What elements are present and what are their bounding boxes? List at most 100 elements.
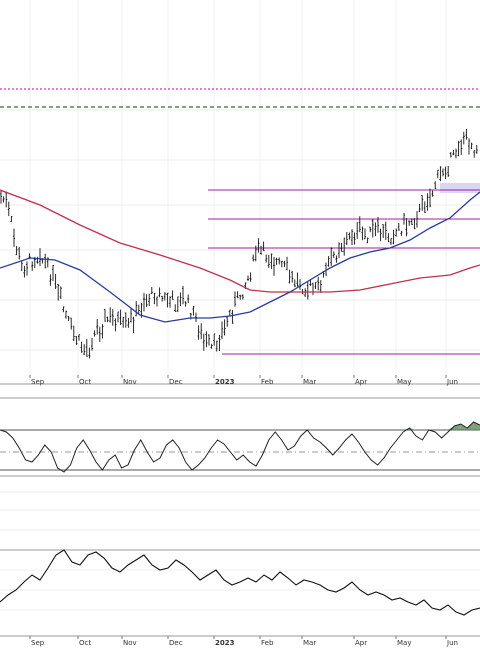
ohlc-bar [174, 304, 177, 312]
ohlc-bar [213, 333, 216, 346]
ohlc-bar [168, 296, 172, 308]
ohlc-bar [330, 247, 333, 266]
ohlc-bar [70, 317, 73, 330]
ohlc-bar [25, 261, 29, 276]
ohlc-bar [454, 148, 458, 159]
ohlc-bar [72, 325, 75, 341]
x-tick-label: May [397, 378, 411, 386]
ohlc-bar [181, 285, 185, 305]
ohlc-bar [241, 294, 244, 300]
ohlc-bar [233, 291, 237, 307]
ohlc-bar [418, 203, 421, 213]
ohlc-bar [452, 149, 455, 156]
ohlc-bar [384, 221, 387, 241]
ohlc-bar [298, 279, 302, 290]
oscillator-overbought-fill [403, 422, 480, 430]
ohlc-bar [93, 330, 96, 337]
ohlc-bar [98, 326, 101, 342]
ohlc-bar [54, 274, 57, 289]
oscillator-panel [0, 397, 480, 477]
ohlc-bar [51, 265, 55, 282]
ohlc-bar [275, 257, 278, 265]
ohlc-bar [155, 296, 159, 307]
ohlc-bar [210, 343, 213, 349]
ohlc-bar [88, 347, 91, 359]
ohlc-bar [220, 321, 224, 340]
ohlc-bar [226, 316, 229, 327]
ohlc-bar [356, 222, 359, 239]
oscillator-frame [0, 397, 480, 477]
ohlc-bar [153, 292, 156, 305]
x-tick-label: Nov [123, 639, 137, 647]
ohlc-bar [434, 181, 437, 189]
ohlc-bar [436, 169, 439, 179]
x-tick-label: 2023 [215, 378, 235, 386]
ohlc-bar [363, 228, 367, 240]
relative-strength-panel: Sep Oct Nov Dec 2023 Feb Mar Apr May Jun [0, 549, 480, 647]
ohlc-bar [246, 275, 250, 281]
ohlc-bar [265, 254, 268, 263]
ohlc-bar [335, 255, 338, 263]
ohlc-bar [67, 316, 70, 322]
ohlc-bar [75, 336, 78, 345]
ohlc-bar [119, 309, 122, 325]
ohlc-bar [124, 312, 127, 328]
x-tick-label: Dec [169, 639, 183, 647]
x-tick-label: Apr [355, 639, 367, 647]
x-tick-label: Apr [355, 378, 367, 386]
ohlc-bar [106, 316, 109, 323]
ohlc-bar [103, 309, 107, 322]
ohlc-bar [7, 201, 10, 217]
ohlc-bar [15, 245, 18, 256]
oscillator-fill-segment [448, 426, 455, 430]
ohlc-bar [64, 310, 68, 319]
ohlc-bar [447, 165, 450, 177]
ohlc-bar [421, 195, 424, 211]
rs-x-tick-labels: Sep Oct Nov Dec 2023 Feb Mar Apr May Jun [29, 636, 458, 647]
ohlc-bar [387, 233, 390, 243]
ohlc-bar [207, 334, 211, 346]
ohlc-bar [145, 294, 148, 308]
price-gridlines [0, 0, 480, 385]
ohlc-bar [80, 341, 83, 353]
ohlc-bar [465, 128, 468, 140]
ohlc-bar [161, 295, 164, 302]
ohlc-bar [431, 190, 434, 197]
ohlc-bar [441, 168, 445, 177]
ohlc-bar [59, 286, 62, 299]
ohlc-bar [462, 131, 465, 145]
x-tick-label: Jun [446, 639, 458, 647]
ohlc-bar [410, 218, 413, 225]
ohlc-bar [96, 319, 99, 335]
ohlc-bar [36, 256, 39, 264]
ohlc-bar [150, 286, 153, 294]
ohlc-bar [449, 152, 452, 158]
ohlc-bar [205, 331, 208, 348]
moving-averages [0, 189, 480, 323]
ohlc-bar [187, 294, 190, 304]
ohlc-bar [428, 188, 432, 208]
ohlc-bar [57, 283, 60, 301]
x-tick-label: 2023 [215, 639, 235, 647]
x-tick-label: Mar [303, 378, 316, 386]
ohlc-bar [142, 292, 146, 312]
ohlc-bar [239, 294, 242, 300]
ohlc-bar [122, 317, 125, 328]
ohlc-bar [413, 218, 416, 230]
x-tick-label: Jun [446, 378, 458, 386]
ohlc-bar [423, 201, 426, 214]
ohlc-bar [293, 279, 296, 288]
ohlc-bar [62, 306, 65, 313]
ohlc-bar [358, 216, 361, 233]
ohlc-bar [470, 142, 473, 150]
relative-strength-line [0, 549, 480, 616]
ohlc-bar [408, 220, 411, 226]
ohlc-bar [114, 318, 117, 332]
price-x-tick-labels: Sep Oct Nov Dec 2023 Feb Mar Apr May Jun [29, 375, 458, 386]
ohlc-bar [257, 238, 260, 253]
ohlc-bar [116, 311, 120, 323]
ohlc-bar [366, 237, 369, 244]
ohlc-bar [18, 247, 21, 260]
ohlc-bar [353, 232, 356, 245]
